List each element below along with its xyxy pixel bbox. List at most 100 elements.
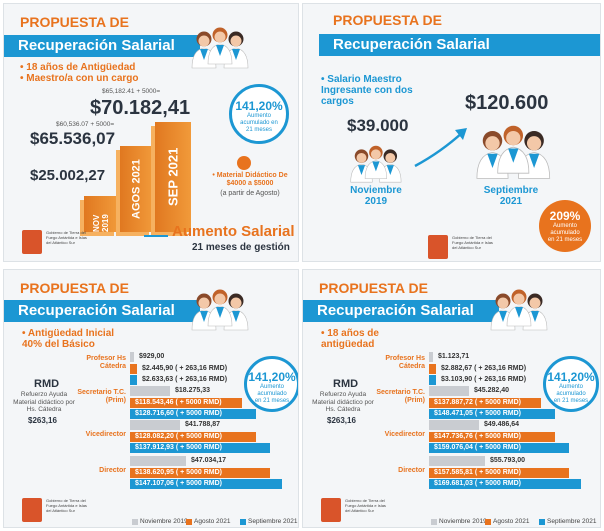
amount: $65.536,07: [30, 129, 116, 148]
people-svg: [350, 145, 402, 183]
legend-swatch: [431, 519, 437, 525]
rmd-title: RMD: [333, 378, 359, 390]
bullet-text: Maestro/a con un cargo: [26, 73, 139, 84]
bar-label: $49.486,64: [484, 421, 520, 428]
banner: Recuperación Salarial: [319, 34, 600, 56]
legend-swatch: [132, 519, 138, 525]
group-label: Director: [99, 467, 126, 474]
logo: Gobierno de Tierra del Fuego Antártida e…: [22, 230, 92, 254]
group-label: Vicedirector: [384, 431, 425, 438]
people-svg: [191, 27, 249, 69]
block: AGOS 2021: [120, 146, 153, 232]
group-label: Profesor Hs Cátedra: [86, 355, 126, 370]
legend-swatch: [539, 519, 545, 525]
footer-title: Aumento Salarial: [172, 223, 295, 240]
bar: [429, 431, 555, 442]
period: Septiembre 2021: [483, 185, 539, 207]
bar: [429, 479, 581, 489]
bar-label: $118.543,46 ( + 5000 RMD): [135, 398, 222, 406]
group-label: Profesor Hs Cátedra: [385, 355, 425, 370]
bar: [130, 386, 170, 396]
badge-text: Aumento acumulado en 21 meses: [254, 384, 290, 404]
bar-label: $137.912,93 ( + 5000 RMD): [135, 444, 222, 451]
footer-sub: 21 meses de gestión: [192, 242, 290, 253]
bullet: • 18 años de Antigüedad: [20, 62, 136, 73]
rmd-amount: $263,16: [28, 416, 57, 425]
badge-value: 141,20%: [235, 99, 283, 113]
bar: [130, 375, 137, 385]
bar-label: $929,00: [139, 353, 165, 360]
bullet: • Antigüedad Inicial 40% del Básico: [22, 328, 115, 350]
panel: PROPUESTA DE Recuperación Salarial • Sal…: [302, 3, 601, 262]
badge-value: 141,20%: [248, 370, 296, 384]
panel: PROPUESTA DE Recuperación Salarial • 18 …: [3, 3, 299, 262]
people-icon: [189, 20, 251, 77]
badge-text: Aumento acumulado en 21 meses: [547, 223, 583, 243]
badge: 209% Aumento acumulado en 21 meses: [539, 200, 591, 252]
logo: Gobierno de Tierra del Fuego Antártida e…: [22, 498, 92, 522]
bar: [429, 409, 555, 419]
legend-swatch: [240, 519, 246, 525]
panel: PROPUESTA DE Recuperación Salarial • 18 añ…: [302, 269, 601, 528]
amount: $120.600: [465, 92, 549, 114]
bar: [130, 431, 256, 442]
bar: [429, 443, 569, 453]
badge: 141,20% Aumento acumulado en 21 meses: [543, 356, 599, 412]
bar: [130, 456, 186, 466]
title: PROPUESTA DE: [20, 14, 129, 30]
pencil-icon: [237, 156, 251, 170]
arrow: [414, 128, 467, 168]
people-svg: [490, 289, 548, 331]
bar: [429, 363, 436, 374]
people-svg: [191, 289, 249, 331]
bar-label: $18.275,33: [175, 387, 211, 394]
legend-label: Septiembre 2021: [547, 518, 597, 525]
logo: Gobierno de Tierra del Fuego Antártida e…: [428, 235, 498, 259]
note-text: Material Didáctico De $4000 a $5000: [216, 172, 288, 187]
bar-label: $2.882,67 ( + 263,16 RMD): [441, 364, 527, 372]
legend-label: Noviembre 2019: [140, 518, 188, 525]
legend-label: Noviembre 2019: [439, 518, 487, 525]
banner: Recuperación Salarial: [4, 35, 200, 57]
bar-label: $1.123,71: [438, 353, 470, 360]
bar-label: $147.736,76 ( + 5000 RMD): [434, 432, 521, 440]
bullet: • Salario Maestro Ingresante con dos car…: [321, 74, 413, 107]
bar: [130, 467, 270, 478]
bullet: • 18 años de antigüedad: [321, 328, 379, 350]
title: PROPUESTA DE: [319, 280, 428, 296]
bar: [429, 467, 569, 478]
badge-text: Aumento acumulado en 21 meses: [553, 384, 589, 404]
bar: [130, 352, 134, 362]
group-label: Secretario T.C. (Prim): [376, 389, 425, 404]
bar-label: $45.282,40: [474, 387, 510, 394]
bar-label: $138.620,95 ( + 5000 RMD): [135, 468, 222, 476]
rmd-amount: $263,16: [327, 416, 356, 425]
legend-label: Agosto 2021: [194, 518, 231, 525]
bar-label: $41.788,87: [185, 421, 221, 428]
title: PROPUESTA DE: [333, 12, 442, 28]
period: Noviembre 2019: [350, 185, 402, 207]
bar: [429, 420, 479, 430]
bar: [130, 443, 270, 453]
bar-label: $169.681,03 ( + 5000 RMD): [434, 480, 521, 487]
badge-value: 141,20%: [547, 370, 595, 384]
title: PROPUESTA DE: [20, 280, 129, 296]
badge-value: 209%: [549, 209, 581, 223]
group-label: Vicedirector: [85, 431, 126, 438]
banner: Recuperación Salarial: [303, 300, 499, 322]
bar: [429, 352, 433, 362]
badge-text: Aumento acumulado en 21 meses: [240, 113, 278, 133]
block: NOV 2019: [84, 196, 118, 232]
bar: [429, 456, 485, 466]
bar-label: $137.887,72 ( + 5000 RMD): [434, 398, 521, 406]
badge: 141,20% Aumento acumulado en 21 meses: [244, 356, 298, 412]
bar: [130, 409, 256, 419]
bullet-text: 18 años de antigüedad: [321, 328, 379, 350]
banner: Recuperación Salarial: [4, 300, 200, 322]
amount-note: $65,182.41 + 5000=: [102, 88, 161, 95]
bar: [130, 479, 282, 489]
group-label: Secretario T.C. (Prim): [77, 389, 126, 404]
bar-label: $2.445,90 ( + 263,16 RMD): [142, 364, 228, 372]
bullet: • Maestro/a con un cargo: [20, 73, 139, 84]
panel: PROPUESTA DE Recuperación Salarial • Antig…: [3, 269, 299, 528]
